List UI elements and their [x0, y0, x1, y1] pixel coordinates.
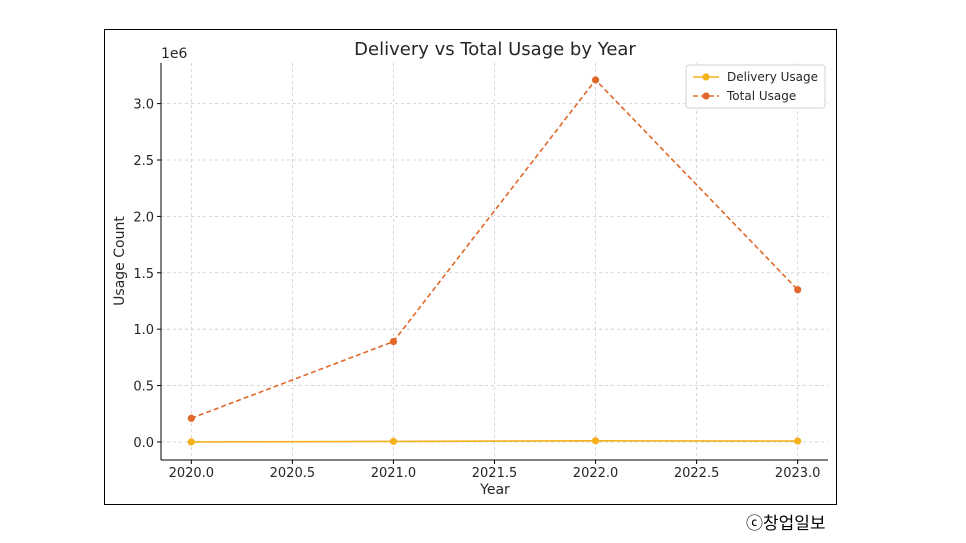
delivery-usage-line	[191, 440, 798, 443]
x-tick-label: 2020.0	[169, 466, 215, 481]
x-tick-label: 2021.5	[472, 466, 518, 481]
x-tick-label: 2020.5	[270, 466, 316, 481]
legend-label-total-usage: Total Usage	[726, 89, 796, 103]
y-tick-label: 2.5	[133, 154, 154, 169]
legend-box	[685, 64, 826, 109]
total-usage-point	[187, 414, 195, 422]
delivery-usage-point	[187, 438, 195, 446]
total-usage-point	[591, 76, 600, 84]
total-usage-line	[191, 78, 799, 420]
y-offset-label: 1e6	[161, 46, 188, 62]
delivery-usage-point	[794, 437, 802, 445]
y-tick-label: 0.5	[133, 380, 154, 395]
legend: Delivery Usage Total Usage	[685, 64, 826, 109]
y-tick-label: 0.0	[133, 436, 154, 451]
y-tick-label: 1.5	[133, 267, 154, 282]
x-tick-label: 2022.0	[573, 466, 619, 481]
delivery-usage-point	[591, 437, 600, 445]
y-tick-label: 3.0	[133, 98, 154, 113]
chart-title: Delivery vs Total Usage by Year	[354, 39, 636, 60]
legend-marker-delivery-usage	[702, 73, 710, 81]
delivery-usage-point	[389, 437, 398, 445]
x-tick-label: 2021.0	[371, 466, 417, 481]
y-axis-label: Usage Count	[112, 216, 128, 306]
chart-svg: Delivery vs Total Usage by Year 1e6 2020…	[112, 39, 828, 498]
total-usage-point	[389, 337, 398, 346]
legend-marker-total-usage	[702, 92, 710, 100]
x-tick-label: 2022.5	[674, 466, 720, 481]
credit-watermark: ⓒ창업일보	[746, 514, 826, 534]
legend-label-delivery-usage: Delivery Usage	[727, 70, 818, 84]
x-axis-label: Year	[479, 482, 510, 498]
x-tick-label: 2023.0	[775, 466, 821, 481]
y-tick-label: 1.0	[133, 323, 154, 338]
total-usage-point	[794, 286, 802, 294]
y-tick-label: 2.0	[133, 210, 154, 225]
chart-frame: Delivery vs Total Usage by Year 1e6 2020…	[104, 29, 837, 505]
